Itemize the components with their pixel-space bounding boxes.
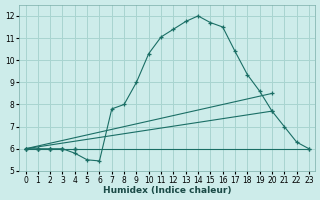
X-axis label: Humidex (Indice chaleur): Humidex (Indice chaleur) (103, 186, 231, 195)
